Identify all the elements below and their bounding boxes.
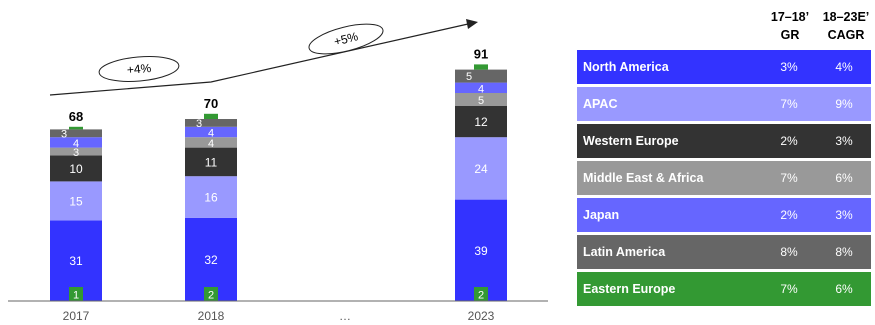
row-gr: 8% xyxy=(780,245,798,259)
value-label: 11 xyxy=(205,155,218,169)
table-row-japan: Japan 2% 3% xyxy=(577,198,871,232)
header-gr-line2: GR xyxy=(780,28,800,42)
row-gr: 2% xyxy=(780,134,798,148)
row-region: Eastern Europe xyxy=(583,282,676,296)
bar-segment xyxy=(185,137,237,148)
x-tick-label: 2023 xyxy=(468,309,495,323)
x-tick-label: 2018 xyxy=(198,309,225,323)
header-gr-line1: 17–18’ xyxy=(770,10,810,24)
row-region: Middle East & Africa xyxy=(583,171,704,185)
bar-segment xyxy=(204,113,218,119)
bar-segment xyxy=(50,129,102,138)
row-cagr: 6% xyxy=(835,282,853,296)
bar-segment xyxy=(50,137,102,148)
growth-annotation-ellipse xyxy=(308,23,384,55)
bar-segment xyxy=(455,137,507,200)
bar-segment xyxy=(185,176,237,218)
bar-segment xyxy=(455,106,507,138)
value-label-box xyxy=(474,287,488,301)
table-row-apac: APAC 7% 9% xyxy=(577,87,871,121)
growth-annotation-label: +4% xyxy=(126,61,152,77)
bar-segment xyxy=(455,199,507,301)
value-label: 3 xyxy=(61,128,67,140)
header-gr: 17–18’ GR xyxy=(765,8,815,48)
header-cagr: 18–23E’ CAGR xyxy=(821,8,871,48)
row-cagr: 9% xyxy=(835,97,853,111)
x-tick-label: 2017 xyxy=(63,309,90,323)
bar-segment xyxy=(50,147,102,156)
growth-arrow-line xyxy=(49,23,469,96)
row-cagr: 8% xyxy=(835,245,853,259)
row-gr: 2% xyxy=(780,208,798,222)
value-label: 4 xyxy=(208,138,214,150)
value-label: 31 xyxy=(69,254,83,268)
table-row-middle-east-africa: Middle East & Africa 7% 6% xyxy=(577,161,871,195)
value-label-box xyxy=(204,287,218,301)
growth-annotation-label: +5% xyxy=(332,29,359,49)
total-label: 68 xyxy=(69,109,83,124)
header-cagr-line2: CAGR xyxy=(827,28,865,42)
stacked-bar-chart: 3115103431683216114432703924125452912017… xyxy=(8,19,548,323)
row-region: North America xyxy=(583,60,669,74)
row-cagr: 4% xyxy=(835,60,853,74)
value-label: 4 xyxy=(208,128,214,140)
row-cagr: 3% xyxy=(835,208,853,222)
row-region: Japan xyxy=(583,208,620,222)
row-cagr: 6% xyxy=(835,171,853,185)
value-label: 32 xyxy=(204,253,218,267)
row-cagr: 3% xyxy=(835,134,853,148)
row-region: Latin America xyxy=(583,245,666,259)
value-label: 5 xyxy=(466,71,472,83)
table-row-latin-america: Latin America 8% 8% xyxy=(577,235,871,269)
value-label: 16 xyxy=(204,191,218,205)
value-label: 10 xyxy=(69,162,83,176)
value-label: 4 xyxy=(73,138,79,150)
value-label: 12 xyxy=(474,115,488,129)
value-label: 3 xyxy=(196,118,202,130)
row-region: Western Europe xyxy=(583,134,679,148)
table-row-eastern-europe: Eastern Europe 7% 6% xyxy=(577,272,871,306)
bar-segment xyxy=(474,64,488,70)
value-label: 2 xyxy=(208,290,214,302)
table-row-western-europe: Western Europe 2% 3% xyxy=(577,124,871,158)
x-tick-label: … xyxy=(339,309,351,323)
bar-segment xyxy=(185,147,237,177)
total-label: 70 xyxy=(204,96,218,111)
row-region: APAC xyxy=(583,97,618,111)
value-label: 4 xyxy=(478,83,484,95)
bar-segment xyxy=(69,126,83,130)
value-label: 3 xyxy=(73,147,79,159)
value-label-box xyxy=(69,287,83,301)
value-label: 15 xyxy=(69,194,83,208)
growth-arrow-head xyxy=(466,19,478,29)
bar-segment xyxy=(455,69,507,83)
value-label: 2 xyxy=(478,290,484,302)
bar-segment xyxy=(50,155,102,182)
bar-segment xyxy=(185,126,237,138)
table-row-north-america: North America 3% 4% xyxy=(577,50,871,84)
value-label: 24 xyxy=(474,162,488,176)
growth-annotation-ellipse xyxy=(98,56,180,82)
bar-segment xyxy=(185,119,237,127)
row-gr: 3% xyxy=(780,60,798,74)
value-label: 39 xyxy=(474,244,488,258)
row-gr: 7% xyxy=(780,282,798,296)
value-label: 5 xyxy=(478,95,484,107)
bar-segment xyxy=(455,93,507,106)
header-cagr-line1: 18–23E’ xyxy=(822,10,870,24)
bar-segment xyxy=(50,181,102,221)
total-label: 91 xyxy=(474,46,488,61)
row-gr: 7% xyxy=(780,171,798,185)
bar-segment xyxy=(455,82,507,93)
value-label: 1 xyxy=(73,290,79,302)
row-gr: 7% xyxy=(780,97,798,111)
